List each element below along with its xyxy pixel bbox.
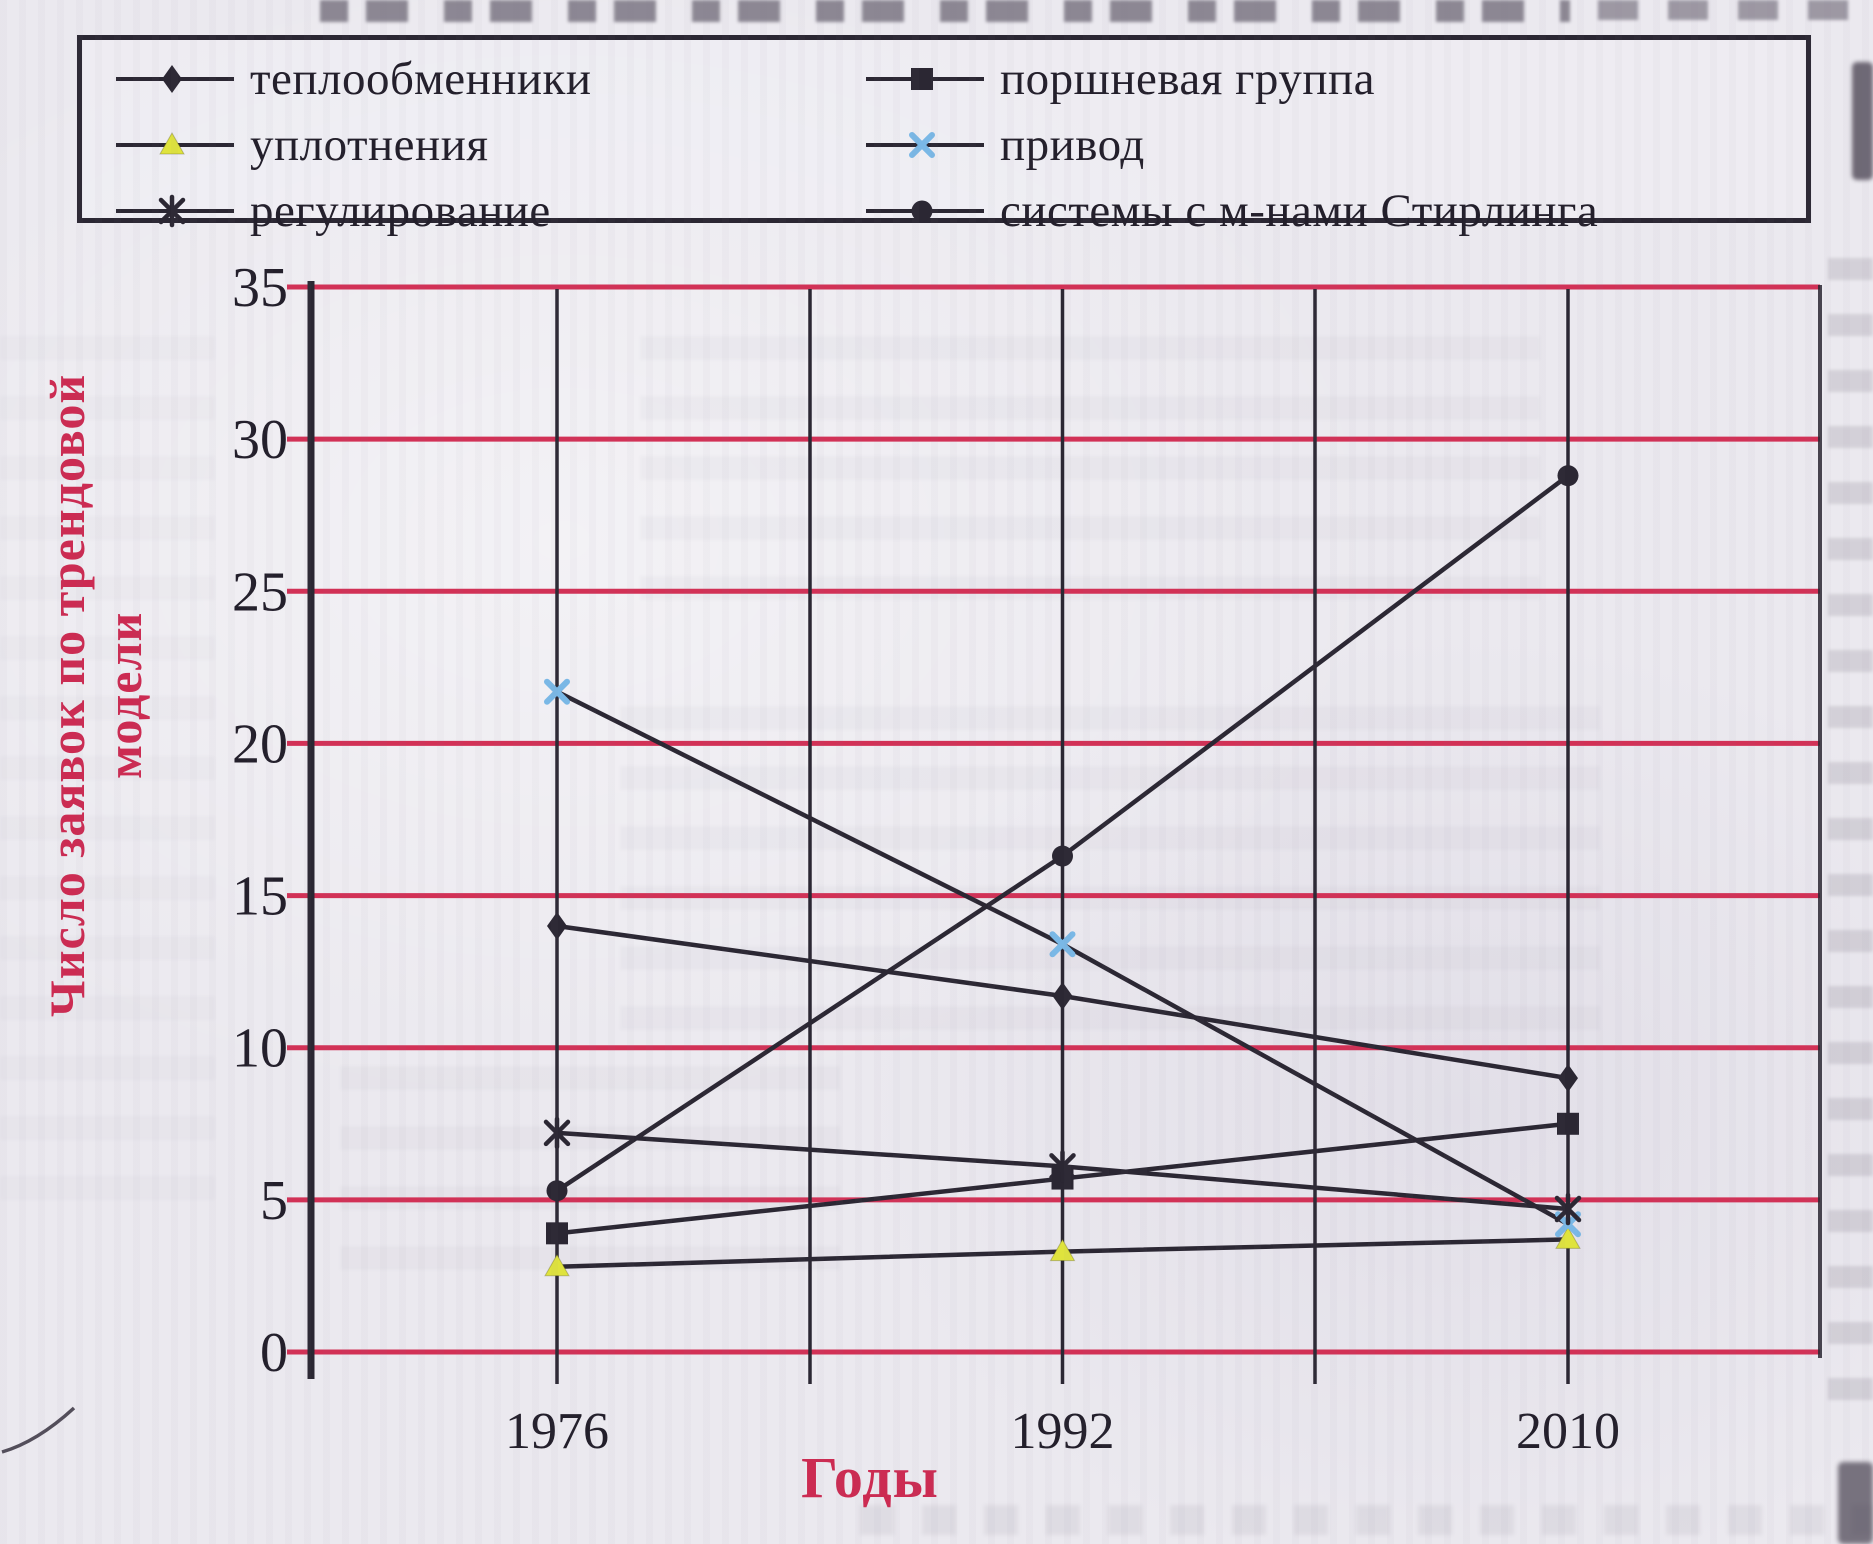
x-tick-label: 1992 <box>1011 1403 1115 1460</box>
legend-item-uplotneniya: уплотнения <box>110 112 592 178</box>
asterisk-marker <box>1049 1150 1076 1183</box>
y-tick-label: 25 <box>232 561 288 623</box>
legend-item-sistemy-stirlinga: системы с м-нами Стирлинга <box>860 178 1598 244</box>
legend-item-privod: привод <box>860 112 1598 178</box>
y-tick-label: 0 <box>260 1322 288 1384</box>
legend-label: поршневая группа <box>1000 52 1375 105</box>
asterisk-marker-icon <box>116 194 234 228</box>
diamond-marker <box>1558 1064 1578 1093</box>
asterisk-marker <box>158 194 186 228</box>
chart-legend: теплообменники уплотнения регулирование … <box>77 35 1811 234</box>
diamond-marker-icon <box>116 65 234 93</box>
x-marker-icon <box>866 132 984 158</box>
square-marker-icon <box>866 68 984 90</box>
diamond-marker <box>162 65 182 93</box>
triangle-marker <box>159 131 185 155</box>
y-axis-tick-labels: 0 5 10 15 20 25 30 35 <box>232 257 288 1384</box>
triangle-marker <box>544 1253 570 1277</box>
asterisk-marker <box>543 1116 571 1150</box>
x-marker <box>1049 931 1076 958</box>
square-marker <box>1557 1112 1579 1135</box>
circle-marker <box>546 1180 568 1202</box>
circle-marker-icon <box>866 200 984 222</box>
y-tick-label: 10 <box>232 1018 288 1080</box>
legend-item-regulirovanie: регулирование <box>110 178 592 244</box>
y-tick-label: 20 <box>232 713 288 775</box>
x-marker <box>544 678 570 705</box>
diamond-marker <box>1052 981 1073 1010</box>
x-marker <box>909 132 935 158</box>
triangle-marker-icon <box>116 131 234 155</box>
y-tick-label: 35 <box>232 257 288 319</box>
circle-marker <box>911 200 933 222</box>
page-curl-line <box>1 1406 76 1454</box>
legend-label: привод <box>1000 118 1145 171</box>
circle-marker <box>1052 845 1073 867</box>
diamond-marker <box>547 912 567 940</box>
legend-label: системы с м-нами Стирлинга <box>1000 184 1599 237</box>
legend-item-porshnevaya-gruppa: поршневая группа <box>860 46 1598 112</box>
x-axis-title: Годы <box>801 1445 939 1510</box>
legend-label: уплотнения <box>250 118 489 171</box>
y-axis-title: Число заявок по трендовой модели <box>22 290 170 1100</box>
legend-label: регулирование <box>250 184 551 237</box>
legend-label: теплообменники <box>250 52 592 105</box>
triangle-marker <box>1049 1238 1076 1262</box>
horizontal-gridlines <box>287 284 1820 1355</box>
asterisk-marker <box>1554 1192 1582 1226</box>
y-tick-label: 30 <box>232 409 288 471</box>
square-marker <box>911 68 933 90</box>
triangle-marker <box>1555 1226 1581 1249</box>
series-lines <box>543 465 1582 1277</box>
y-axis-title-line1: Число заявок по трендовой <box>39 373 95 1017</box>
vertical-gridlines <box>555 289 1570 1384</box>
y-axis-title-line2: модели <box>96 611 152 779</box>
legend-item-teploobmenniki: теплообменники <box>110 46 592 112</box>
y-tick-label: 15 <box>232 866 288 928</box>
x-tick-label: 1976 <box>505 1403 609 1460</box>
circle-marker <box>1557 465 1579 487</box>
y-tick-label: 5 <box>260 1170 288 1232</box>
square-marker <box>546 1222 568 1245</box>
x-axis-tick-labels: 1976 1992 2010 <box>505 1403 1620 1460</box>
legend-column-left: теплообменники уплотнения регулирование <box>110 46 592 244</box>
legend-column-right: поршневая группа привод системы с м-нами… <box>860 46 1598 244</box>
x-tick-label: 2010 <box>1516 1403 1620 1460</box>
